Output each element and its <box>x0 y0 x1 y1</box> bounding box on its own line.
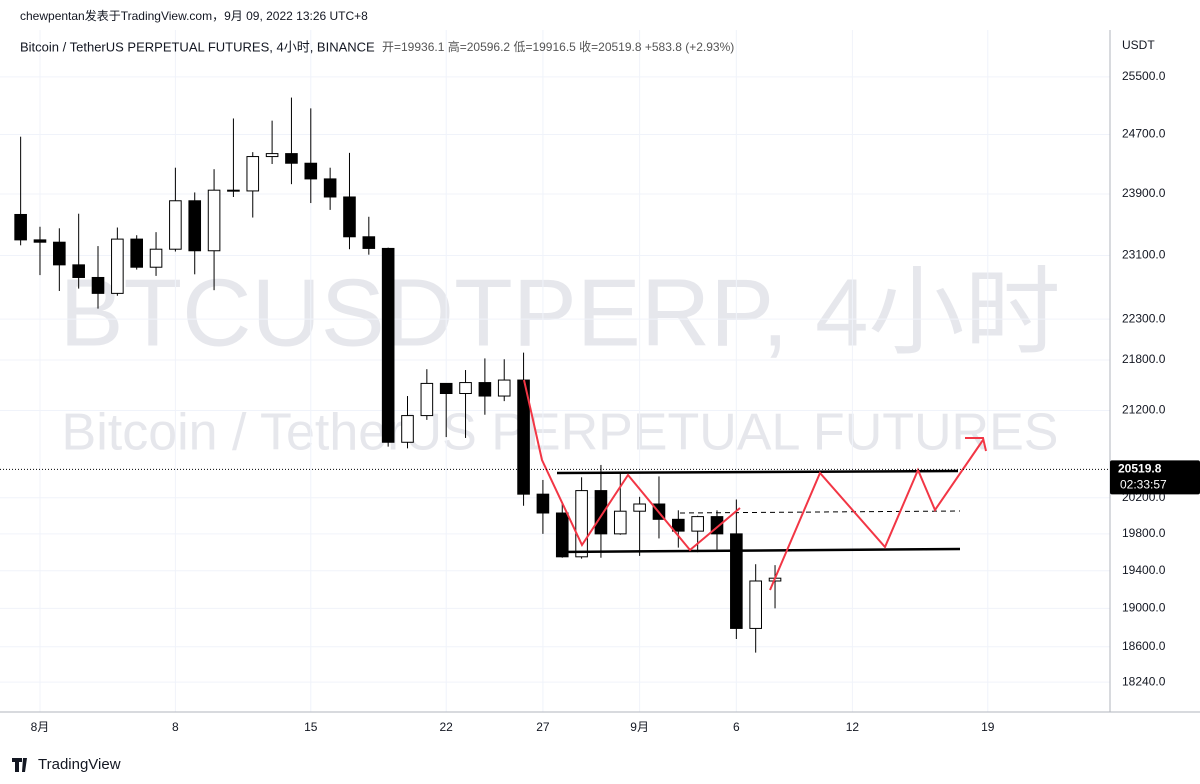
candle-body <box>362 236 376 249</box>
candle-body <box>169 200 182 250</box>
y-tick-label: 21200.0 <box>1122 403 1166 417</box>
watermark-name: Bitcoin / TetherUS PERPETUAL FUTURES <box>62 404 1059 462</box>
y-tick-label: 23900.0 <box>1122 186 1166 200</box>
x-tick-label: 19 <box>981 720 995 734</box>
candle-body <box>285 153 298 164</box>
y-tick-label: 19800.0 <box>1122 526 1166 540</box>
candle-body <box>265 153 279 158</box>
x-tick-label: 22 <box>440 720 454 734</box>
candle-body <box>691 516 704 532</box>
candle-body <box>53 241 66 266</box>
candle-body <box>111 238 124 294</box>
x-tick-label: 12 <box>846 720 860 734</box>
candle-body <box>459 382 472 395</box>
candle-body <box>575 490 588 558</box>
candle-body <box>188 200 202 252</box>
x-tick-label: 8月 <box>31 720 50 734</box>
candle-body <box>246 156 260 192</box>
candle-body <box>149 248 163 268</box>
x-tick-label: 27 <box>536 720 550 734</box>
candle-body <box>304 162 318 180</box>
x-tick-label: 15 <box>304 720 318 734</box>
mid-line <box>679 510 961 514</box>
resistance-line <box>556 469 959 475</box>
candle-body <box>497 379 511 397</box>
y-tick-label: 24700.0 <box>1122 127 1166 141</box>
arrow-head <box>965 437 987 452</box>
brand: TradingView <box>38 756 121 773</box>
candle-body <box>478 382 492 397</box>
x-tick-label: 9月 <box>630 720 649 734</box>
y-tick-label: 19000.0 <box>1122 601 1166 615</box>
candle-body <box>420 382 434 417</box>
grid <box>0 30 1110 712</box>
y-axis-label: USDT <box>1122 38 1155 52</box>
path-drawing <box>769 439 984 591</box>
candle-body <box>91 276 105 294</box>
symbol: Bitcoin / TetherUS PERPETUAL FUTURES, 4小… <box>20 39 375 54</box>
last-price: 20519.8 <box>1118 462 1162 476</box>
path-drawing <box>523 379 741 552</box>
candle-body <box>613 510 627 535</box>
candle-body <box>633 503 646 512</box>
y-tick-label: 19400.0 <box>1122 563 1166 577</box>
candle-body <box>517 379 530 495</box>
candle-body <box>207 189 221 252</box>
candle-body <box>130 238 144 268</box>
y-tick-label: 23100.0 <box>1122 248 1166 262</box>
last-price-box <box>1110 460 1200 495</box>
y-tick-label: 18600.0 <box>1122 639 1166 653</box>
candle-body <box>594 490 608 535</box>
x-tick-label: 6 <box>733 720 740 734</box>
candle-body <box>14 213 27 241</box>
drawings <box>523 379 987 591</box>
candle-body <box>323 178 337 198</box>
y-tick-label: 22300.0 <box>1122 311 1166 325</box>
y-tick-label: 18240.0 <box>1122 674 1166 688</box>
candle-body <box>381 247 395 443</box>
candle-body <box>730 533 743 629</box>
candle-body <box>536 493 550 514</box>
candle-body <box>227 189 240 192</box>
ohlc: 开=19936.1 高=20596.2 低=19916.5 收=20519.8 … <box>382 39 734 54</box>
candles <box>14 97 782 653</box>
logo <box>12 758 27 772</box>
candle-body <box>343 196 356 238</box>
y-tick-label: 25500.0 <box>1122 69 1166 83</box>
byline: chewpentan发表于TradingView.com，9月 09, 2022… <box>20 8 368 23</box>
y-tick-label: 21800.0 <box>1122 352 1166 366</box>
candle-body <box>401 415 414 443</box>
support-line <box>556 547 961 554</box>
x-tick-label: 8 <box>172 720 179 734</box>
candle-body <box>710 516 724 535</box>
candle-body <box>72 264 85 278</box>
candle-body <box>33 239 47 243</box>
candle-body <box>749 580 762 629</box>
watermark-symbol: BTCUSDTPERP, 4小时 <box>59 259 1060 366</box>
candle-body <box>672 518 685 532</box>
candle-body <box>555 512 569 558</box>
countdown: 02:33:57 <box>1120 478 1167 492</box>
candle-body <box>439 382 453 395</box>
